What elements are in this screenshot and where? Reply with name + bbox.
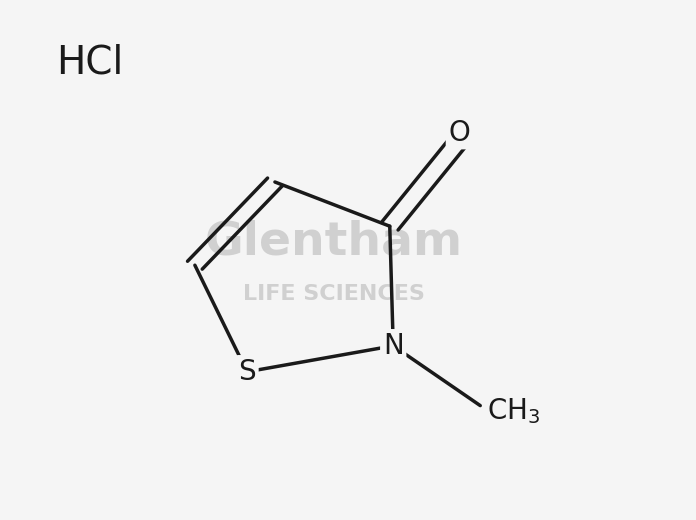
Text: N: N: [383, 332, 404, 360]
Text: Glentham: Glentham: [205, 219, 463, 264]
Text: LIFE SCIENCES: LIFE SCIENCES: [243, 284, 425, 304]
Text: O: O: [448, 119, 470, 147]
Text: HCl: HCl: [56, 43, 123, 82]
Text: CH$_3$: CH$_3$: [487, 396, 541, 426]
Text: S: S: [238, 358, 256, 386]
